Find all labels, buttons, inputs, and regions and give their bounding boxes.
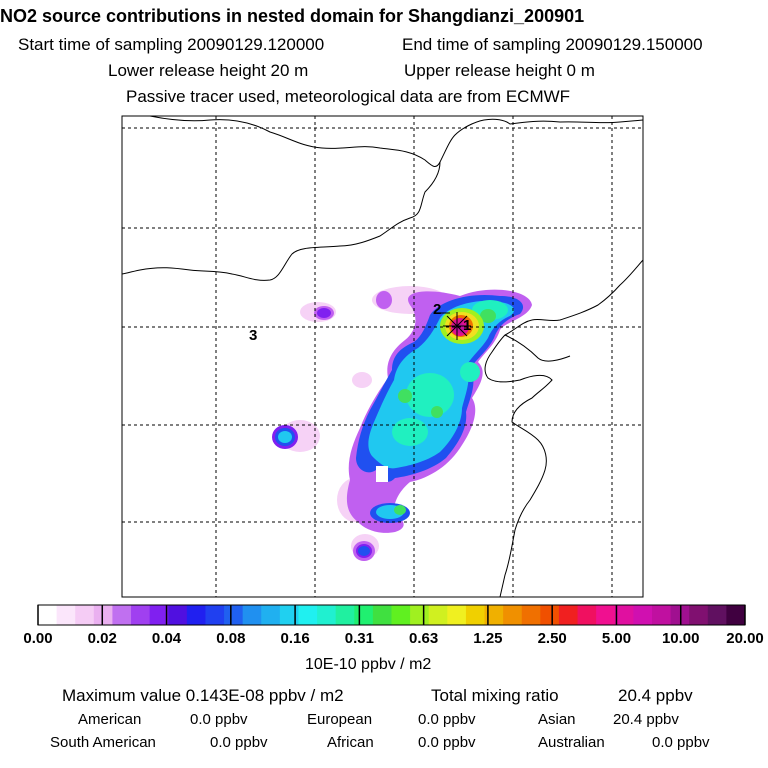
european-label: European bbox=[307, 711, 373, 728]
australian-value: 0.0 ppbv bbox=[652, 734, 710, 751]
european-value: 0.0 ppbv bbox=[418, 711, 476, 728]
colorbar-swatch bbox=[410, 605, 430, 625]
colorbar-swatch bbox=[484, 605, 504, 625]
colorbar-tick-label: 0.08 bbox=[216, 630, 246, 647]
colorbar-swatch bbox=[596, 605, 616, 625]
colorbar-swatch bbox=[112, 605, 132, 625]
colorbar-swatch bbox=[558, 605, 579, 625]
colorbar-tick-label: 0.31 bbox=[344, 630, 374, 647]
colorbar-swatch bbox=[633, 605, 653, 625]
colorbar-swatch bbox=[131, 605, 151, 625]
african-label: African bbox=[327, 734, 374, 751]
max-value-label: Maximum value 0.143E-08 ppbv / m2 bbox=[62, 686, 344, 705]
colorbar-swatch bbox=[242, 605, 262, 625]
asian-label: Asian bbox=[538, 711, 576, 728]
colorbar-tick-label: 5.00 bbox=[601, 630, 632, 647]
colorbar-swatch bbox=[298, 605, 318, 625]
source-marker-2: 2 bbox=[433, 301, 441, 318]
colorbar-tick-label: 10.00 bbox=[661, 630, 700, 647]
colorbar-swatch bbox=[465, 605, 486, 625]
american-value: 0.0 ppbv bbox=[190, 711, 248, 728]
colorbar-unit: 10E-10 ppbv / m2 bbox=[305, 656, 432, 673]
map-title: NO2 source contributions in nested domai… bbox=[0, 6, 585, 26]
total-mixing-label: Total mixing ratio bbox=[431, 686, 559, 705]
colorbar-swatch bbox=[224, 605, 244, 625]
source-marker-3: 3 bbox=[249, 327, 257, 344]
colorbar-swatch bbox=[317, 605, 337, 625]
colorbar-swatch bbox=[38, 605, 58, 625]
upper-height-label: Upper release height 0 m bbox=[404, 61, 595, 80]
colorbar-swatch bbox=[577, 605, 597, 625]
south-american-label: South American bbox=[50, 734, 156, 751]
lat-lon-grid bbox=[122, 116, 643, 597]
map-frame bbox=[121, 115, 644, 598]
colorbar-swatch bbox=[726, 605, 746, 625]
colorbar-swatch bbox=[279, 605, 299, 625]
colorbar-swatch bbox=[391, 605, 411, 625]
colorbar bbox=[37, 604, 746, 626]
colorbar-tick-label: 0.63 bbox=[409, 630, 439, 647]
colorbar-tick-label: 20.00 bbox=[726, 630, 764, 647]
colorbar-tick-label: 0.02 bbox=[87, 630, 117, 647]
colorbar-tick-label: 0.04 bbox=[151, 630, 182, 647]
african-value: 0.0 ppbv bbox=[418, 734, 476, 751]
colorbar-swatch bbox=[354, 605, 374, 625]
colorbar-swatch bbox=[75, 605, 95, 625]
colorbar-tick-label: 0.16 bbox=[280, 630, 310, 647]
total-mixing-value: 20.4 ppbv bbox=[618, 686, 693, 705]
colorbar-tick-label: 1.25 bbox=[473, 630, 503, 647]
colorbar-swatch bbox=[168, 605, 188, 625]
concentration-field bbox=[272, 286, 532, 561]
lower-height-label: Lower release height 20 m bbox=[108, 61, 309, 80]
colorbar-swatch bbox=[503, 605, 523, 625]
colorbar-swatch bbox=[614, 605, 634, 625]
colorbar-swatch bbox=[447, 605, 467, 625]
colorbar-swatch bbox=[372, 605, 392, 625]
colorbar-swatch bbox=[707, 605, 727, 625]
colorbar-ticks bbox=[37, 605, 746, 625]
colorbar-swatch bbox=[689, 605, 709, 625]
source-marker-1: 1 bbox=[463, 317, 471, 334]
colorbar-swatch bbox=[428, 605, 448, 625]
end-time-label: End time of sampling 20090129.150000 bbox=[402, 35, 703, 54]
colorbar-swatch bbox=[521, 605, 541, 625]
colorbar-swatch bbox=[335, 605, 355, 625]
colorbar-swatch bbox=[540, 605, 560, 625]
colorbar-swatch bbox=[149, 605, 169, 625]
south-american-value: 0.0 ppbv bbox=[210, 734, 268, 751]
receptor-marker bbox=[436, 312, 471, 340]
colorbar-swatch bbox=[56, 605, 76, 625]
colorbar-swatch bbox=[651, 605, 672, 625]
colorbar-swatch bbox=[93, 605, 113, 625]
colorbar-swatch bbox=[186, 605, 206, 625]
start-time-label: Start time of sampling 20090129.120000 bbox=[18, 35, 325, 54]
colorbar-swatch bbox=[261, 605, 281, 625]
tracer-note-label: Passive tracer used, meteorological data… bbox=[126, 87, 571, 106]
colorbar-tick-label: 2.50 bbox=[537, 630, 567, 647]
colorbar-tick-label: 0.00 bbox=[23, 630, 53, 647]
asian-value: 20.4 ppbv bbox=[613, 711, 679, 728]
colorbar-swatch bbox=[205, 605, 225, 625]
australian-label: Australian bbox=[538, 734, 605, 751]
coastline-borders bbox=[122, 116, 643, 597]
american-label: American bbox=[78, 711, 142, 728]
